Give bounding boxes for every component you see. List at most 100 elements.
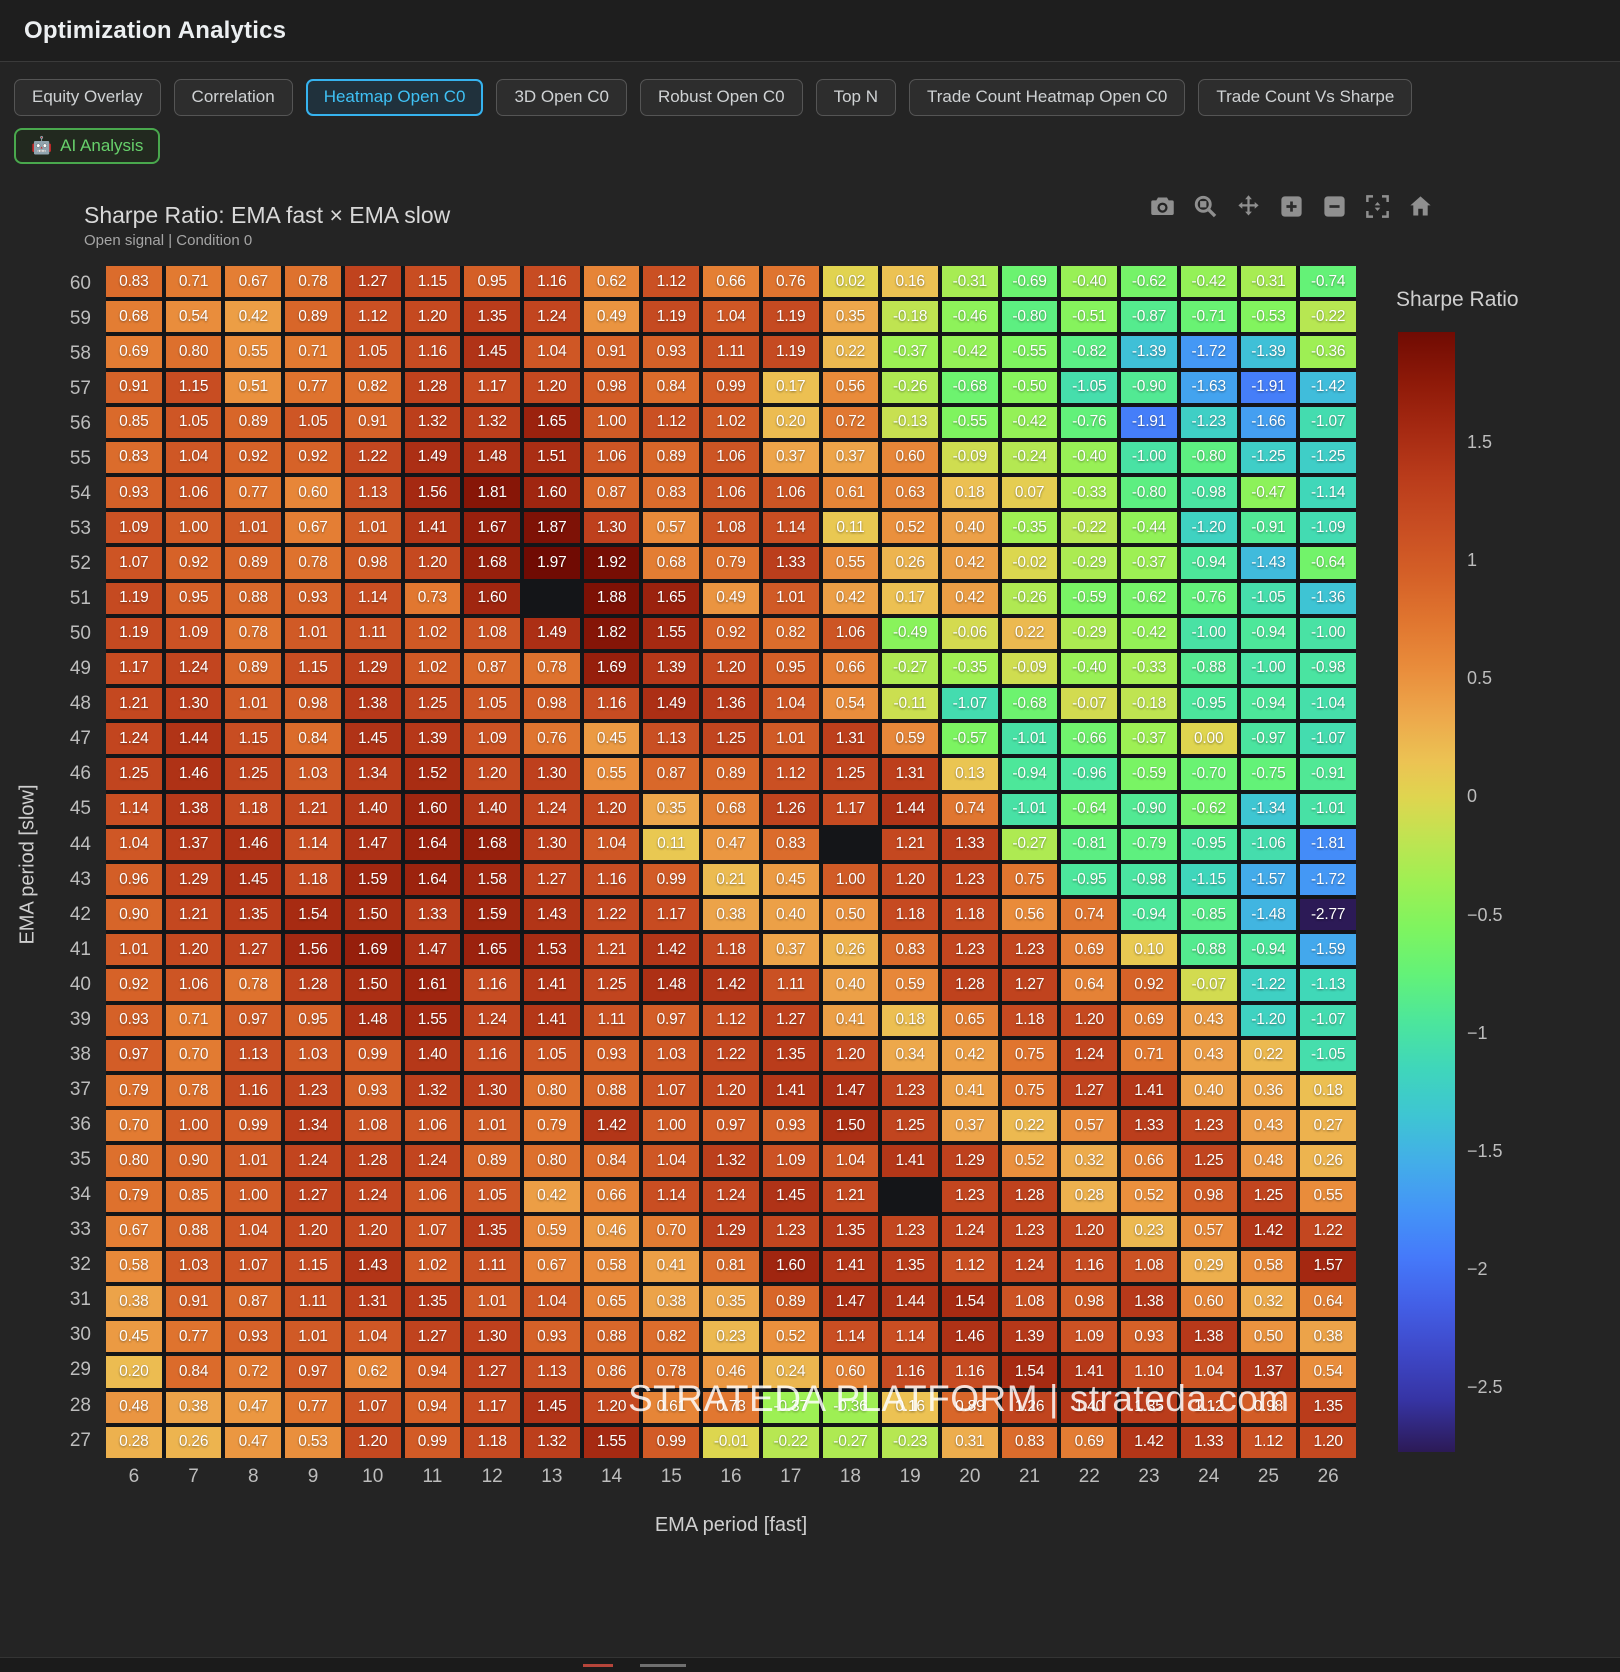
heatmap-cell[interactable]: -0.47	[1240, 477, 1297, 509]
heatmap-cell[interactable]: -0.81	[1061, 828, 1118, 860]
heatmap-cell[interactable]: -0.02	[1001, 547, 1058, 579]
heatmap-cell[interactable]: 1.00	[822, 863, 879, 896]
heatmap-cell[interactable]: 0.77	[285, 1391, 341, 1423]
heatmap-cell[interactable]: 0.69	[106, 336, 162, 368]
heatmap-cell[interactable]: 1.54	[1001, 1356, 1058, 1388]
heatmap-cell[interactable]: 0.62	[583, 266, 640, 298]
zoom-out-icon[interactable]	[1320, 192, 1348, 220]
heatmap-cell[interactable]: 1.04	[106, 828, 162, 860]
heatmap-cell[interactable]: 1.19	[762, 301, 819, 333]
heatmap-cell[interactable]: 0.84	[643, 371, 700, 403]
heatmap-cell[interactable]: 1.27	[524, 863, 580, 896]
heatmap-cell[interactable]: 0.62	[344, 1356, 401, 1388]
heatmap-cell[interactable]: 1.23	[882, 1215, 938, 1247]
heatmap-cell[interactable]: 0.89	[225, 652, 282, 685]
heatmap-cell[interactable]: 1.01	[762, 582, 819, 614]
tab-heatmap-open-c0[interactable]: Heatmap Open C0	[305, 79, 484, 116]
heatmap-cell[interactable]: 0.53	[285, 1426, 341, 1458]
heatmap-cell[interactable]: 1.50	[344, 899, 401, 931]
heatmap-cell[interactable]: 0.58	[106, 1250, 162, 1283]
heatmap-cell[interactable]: -0.69	[1001, 266, 1058, 298]
heatmap-cell[interactable]: 0.67	[285, 512, 341, 544]
heatmap-cell[interactable]: 1.68	[464, 828, 520, 860]
heatmap-cell[interactable]: 1.41	[1061, 1356, 1118, 1388]
heatmap-cell[interactable]: 1.12	[762, 758, 819, 790]
heatmap-cell[interactable]: 0.98	[524, 688, 580, 720]
heatmap-cell[interactable]: 0.89	[762, 1286, 819, 1318]
heatmap-cell[interactable]: -0.11	[882, 688, 938, 720]
heatmap-cell[interactable]: 0.70	[643, 1215, 700, 1247]
heatmap-cell[interactable]: 1.04	[165, 441, 222, 474]
heatmap-cell[interactable]: 1.38	[1180, 1321, 1237, 1353]
heatmap-cell[interactable]: -0.29	[1061, 547, 1118, 579]
heatmap-cell[interactable]: 1.19	[762, 336, 819, 368]
heatmap-cell[interactable]: 1.23	[882, 1074, 938, 1107]
heatmap-cell[interactable]: 1.34	[344, 758, 401, 790]
heatmap-cell[interactable]: -0.66	[1061, 723, 1118, 755]
heatmap-cell[interactable]: 0.32	[1061, 1145, 1118, 1177]
heatmap-cell[interactable]: 0.91	[165, 1286, 222, 1318]
heatmap-cell[interactable]: -0.98	[1300, 652, 1356, 685]
heatmap-cell[interactable]: 1.11	[464, 1250, 520, 1283]
heatmap-cell[interactable]: 1.06	[165, 477, 222, 509]
heatmap-cell[interactable]: 1.32	[464, 406, 520, 438]
heatmap-cell[interactable]: -1.00	[1300, 617, 1356, 649]
heatmap-cell[interactable]: 0.42	[942, 547, 998, 579]
heatmap-cell[interactable]: 1.16	[882, 1356, 938, 1388]
heatmap-cell[interactable]: 1.03	[285, 1039, 341, 1071]
heatmap-cell[interactable]: 0.37	[762, 934, 819, 966]
heatmap-cell[interactable]: 0.52	[1121, 1180, 1177, 1212]
heatmap-cell[interactable]: 1.13	[643, 723, 700, 755]
heatmap-cell[interactable]: 0.27	[1300, 1110, 1356, 1142]
heatmap-cell[interactable]: 0.70	[106, 1110, 162, 1142]
heatmap-cell[interactable]: 0.43	[1240, 1110, 1297, 1142]
heatmap-cell[interactable]: 0.24	[762, 1356, 819, 1388]
heatmap-cell[interactable]: 0.60	[1180, 1286, 1237, 1318]
heatmap-cell[interactable]: 1.42	[703, 969, 759, 1001]
heatmap-cell[interactable]: -0.62	[1180, 793, 1237, 825]
heatmap-cell[interactable]: 1.45	[344, 723, 401, 755]
heatmap-cell[interactable]: 1.16	[583, 688, 640, 720]
heatmap-cell[interactable]: 0.85	[165, 1180, 222, 1212]
heatmap-cell[interactable]: 1.33	[1121, 1110, 1177, 1142]
heatmap-cell[interactable]: 1.05	[464, 688, 520, 720]
heatmap-cell[interactable]: 0.96	[106, 863, 162, 896]
heatmap-cell[interactable]: 1.12	[643, 406, 700, 438]
heatmap-cell[interactable]: 1.21	[165, 899, 222, 931]
heatmap-cell[interactable]: 0.88	[583, 1321, 640, 1353]
heatmap-cell[interactable]: 0.67	[106, 1215, 162, 1247]
heatmap-cell[interactable]: 0.50	[822, 899, 879, 931]
heatmap-cell[interactable]: 1.04	[583, 828, 640, 860]
heatmap-cell[interactable]: -0.53	[1240, 301, 1297, 333]
heatmap-cell[interactable]: -0.18	[882, 301, 938, 333]
heatmap-cell[interactable]: 0.76	[762, 266, 819, 298]
heatmap-cell[interactable]: 0.69	[1121, 1004, 1177, 1036]
heatmap-cell[interactable]: 0.22	[1240, 1039, 1297, 1071]
heatmap-cell[interactable]: 0.98	[285, 688, 341, 720]
heatmap-cell[interactable]: 1.23	[1001, 1215, 1058, 1247]
heatmap-cell[interactable]: 1.48	[643, 969, 700, 1001]
heatmap-cell[interactable]: 1.41	[404, 512, 461, 544]
heatmap-cell[interactable]: 1.35	[464, 301, 520, 333]
heatmap-cell[interactable]: 0.78	[285, 266, 341, 298]
heatmap-cell[interactable]: 1.54	[942, 1286, 998, 1318]
heatmap-cell[interactable]: 1.23	[1001, 934, 1058, 966]
heatmap-cell[interactable]: -0.33	[1061, 477, 1118, 509]
heatmap-cell[interactable]: -0.27	[882, 652, 938, 685]
heatmap-cell[interactable]: -0.94	[1240, 688, 1297, 720]
heatmap-cell[interactable]: 0.72	[225, 1356, 282, 1388]
heatmap-cell[interactable]: 0.85	[106, 406, 162, 438]
heatmap-cell[interactable]: 0.29	[1180, 1250, 1237, 1283]
heatmap-cell[interactable]: 1.11	[762, 969, 819, 1001]
heatmap-cell[interactable]: 0.11	[822, 512, 879, 544]
heatmap-cell[interactable]: 0.91	[106, 371, 162, 403]
heatmap-cell[interactable]: 1.25	[1240, 1180, 1297, 1212]
heatmap-cell[interactable]: 1.28	[404, 371, 461, 403]
heatmap-cell[interactable]: 0.93	[643, 336, 700, 368]
heatmap-cell[interactable]: -0.42	[1121, 617, 1177, 649]
heatmap-cell[interactable]: 1.35	[1300, 1391, 1356, 1423]
heatmap-cell[interactable]: 0.57	[1180, 1215, 1237, 1247]
heatmap-cell[interactable]: 0.02	[822, 266, 879, 298]
heatmap-cell[interactable]: 1.59	[344, 863, 401, 896]
heatmap-cell[interactable]: 1.31	[344, 1286, 401, 1318]
